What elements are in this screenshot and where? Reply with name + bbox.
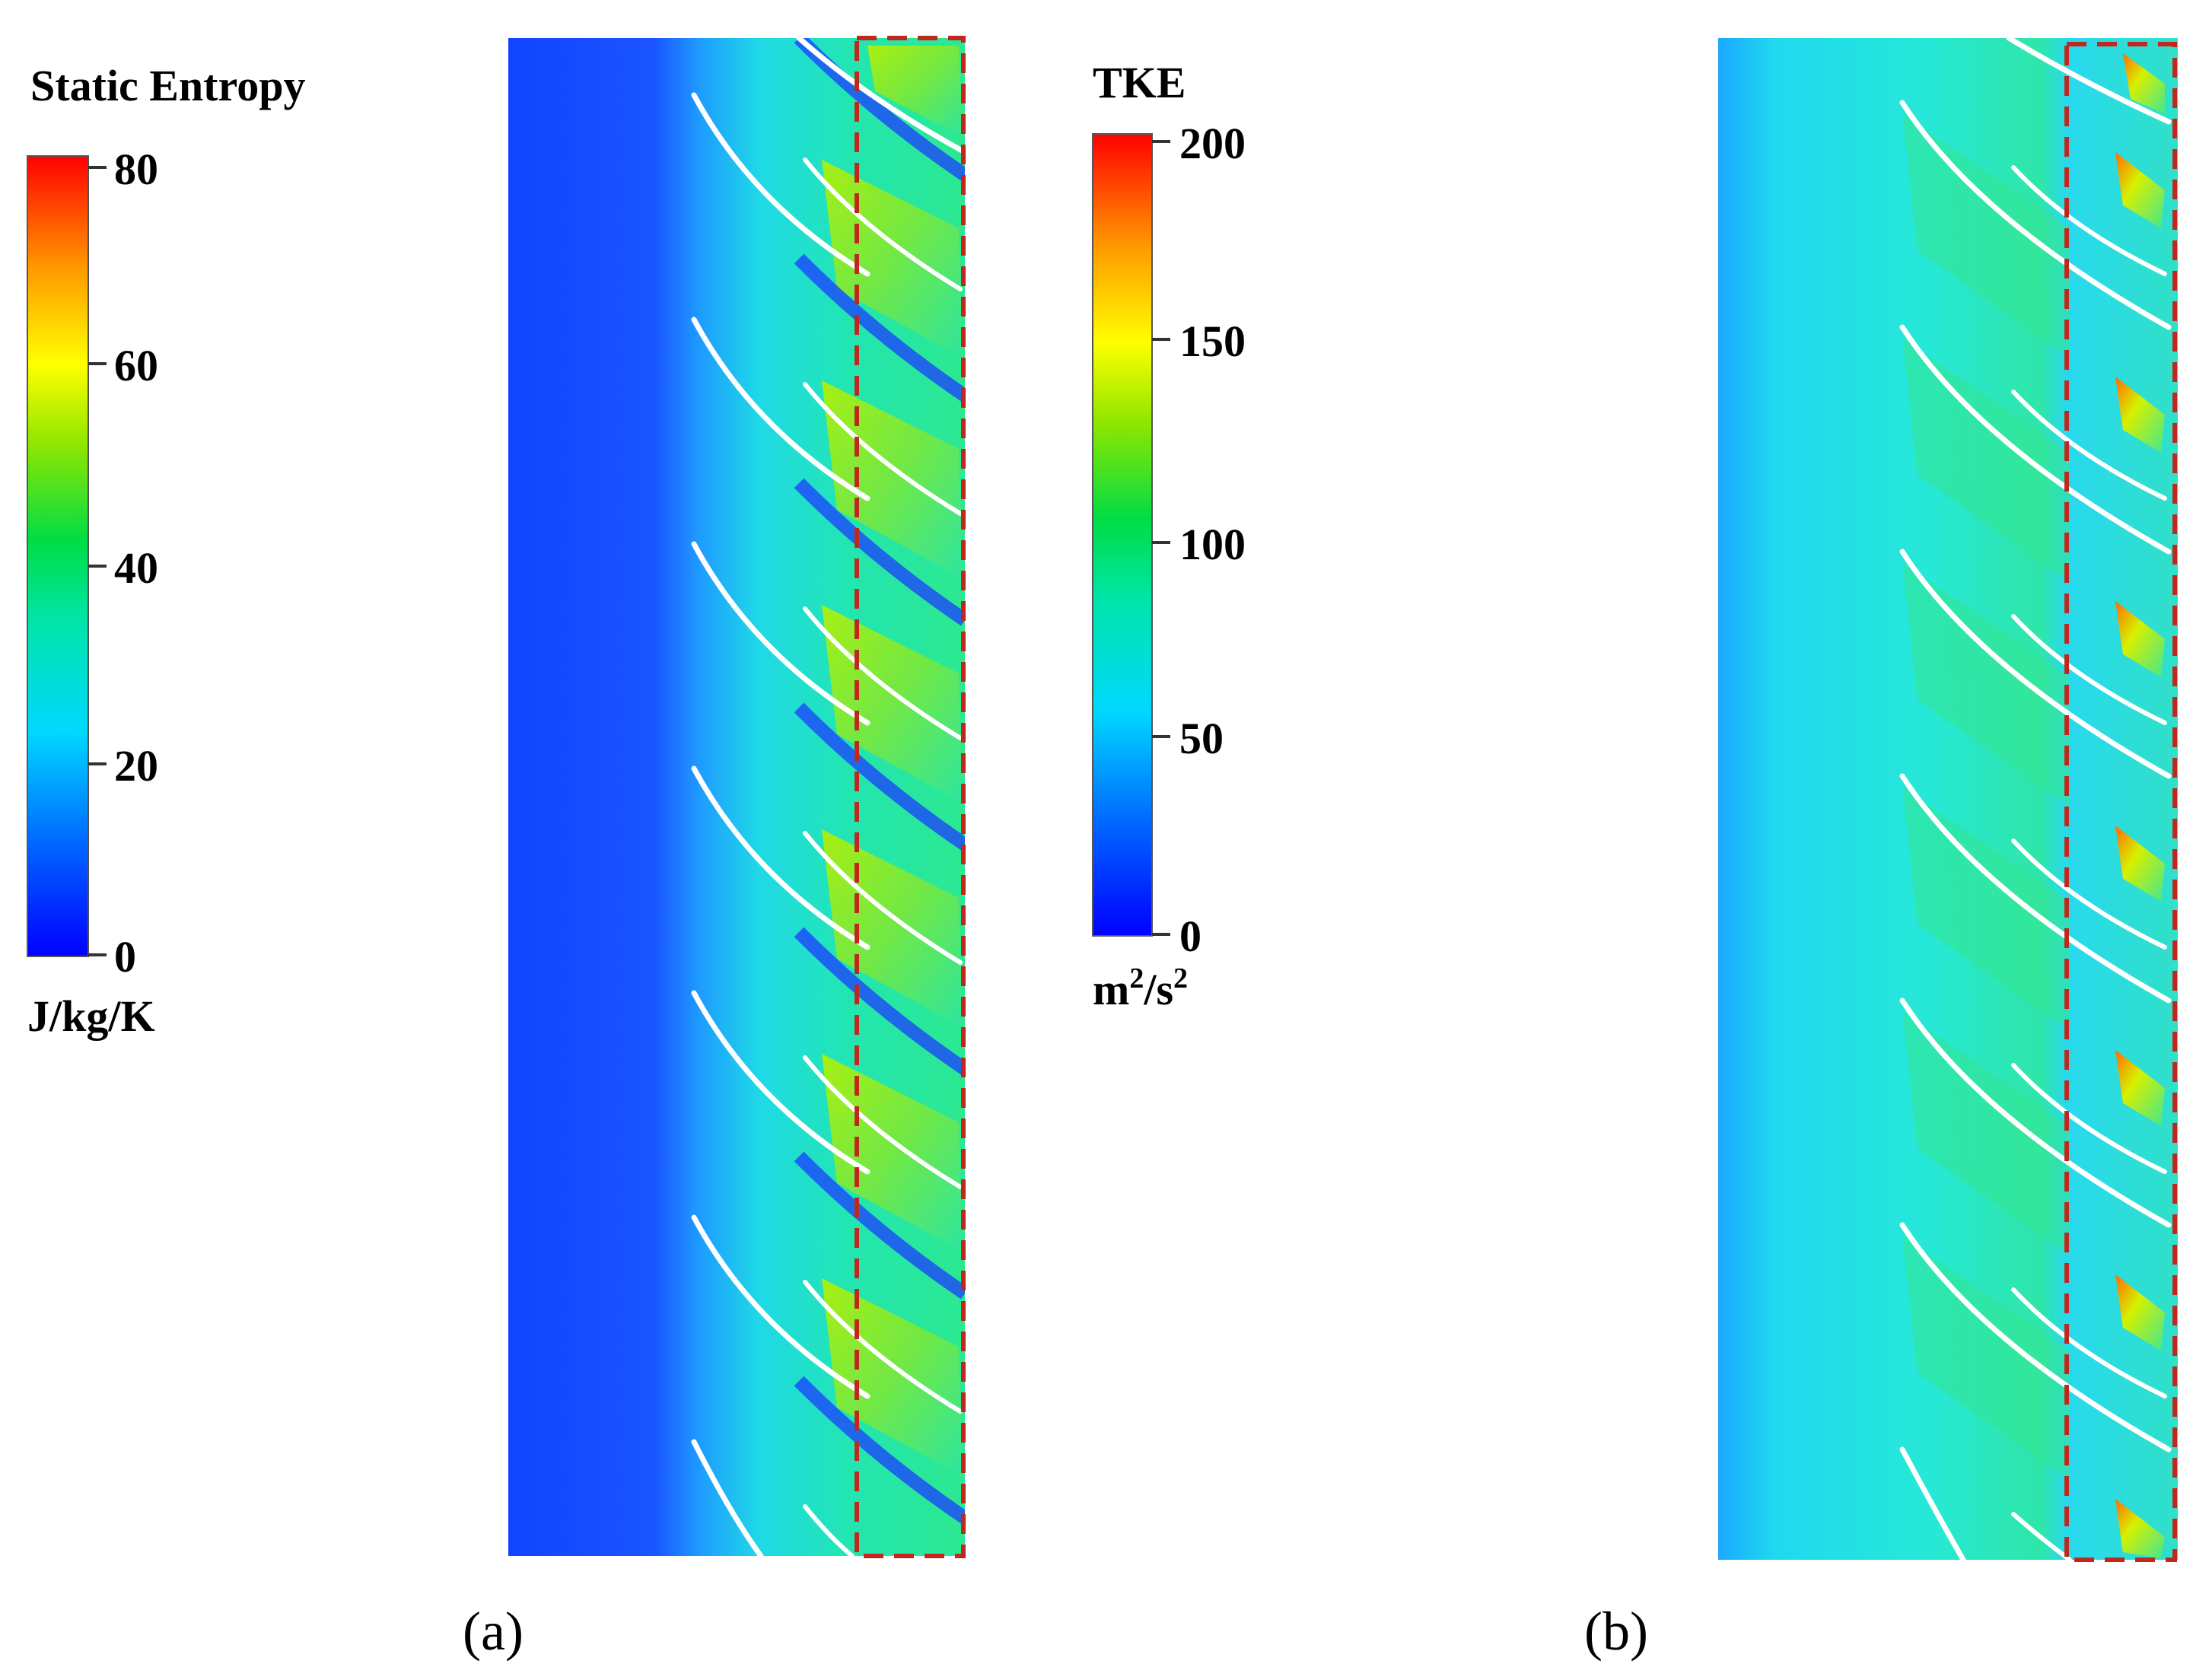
tick-label: 40 — [114, 543, 158, 593]
legend-unit: J/kg/K — [27, 991, 155, 1041]
tick-label: 60 — [114, 341, 158, 390]
legend-tke: TKE 200 150 100 50 0 m2/s2 — [1092, 58, 1246, 1014]
tick-label: 0 — [114, 932, 136, 982]
legend-unit: m2/s2 — [1093, 963, 1188, 1014]
contour-plot-a — [508, 38, 965, 1556]
panel-label-a: (a) — [463, 1601, 524, 1662]
highlight-box-a — [855, 36, 966, 1558]
contour-plot-b — [1718, 38, 2178, 1560]
colorbar — [1092, 133, 1153, 937]
legend-title: Static Entropy — [30, 61, 305, 110]
tick-label: 0 — [1179, 912, 1202, 961]
tick-label: 50 — [1179, 714, 1224, 763]
tick-label: 80 — [114, 145, 158, 194]
panel-label-b: (b) — [1584, 1601, 1648, 1662]
colorbar-ticks — [1152, 140, 1170, 936]
colorbar — [27, 155, 89, 957]
highlight-box-b — [2064, 42, 2177, 1562]
tick-label: 150 — [1179, 317, 1246, 366]
tick-label: 200 — [1179, 119, 1246, 168]
tick-label: 100 — [1179, 520, 1246, 569]
legend-static-entropy: Static Entropy 80 60 40 20 0 J/kg/K — [27, 61, 305, 1041]
tick-label: 20 — [114, 741, 158, 791]
legend-title: TKE — [1093, 58, 1186, 107]
colorbar-ticks — [88, 166, 107, 956]
